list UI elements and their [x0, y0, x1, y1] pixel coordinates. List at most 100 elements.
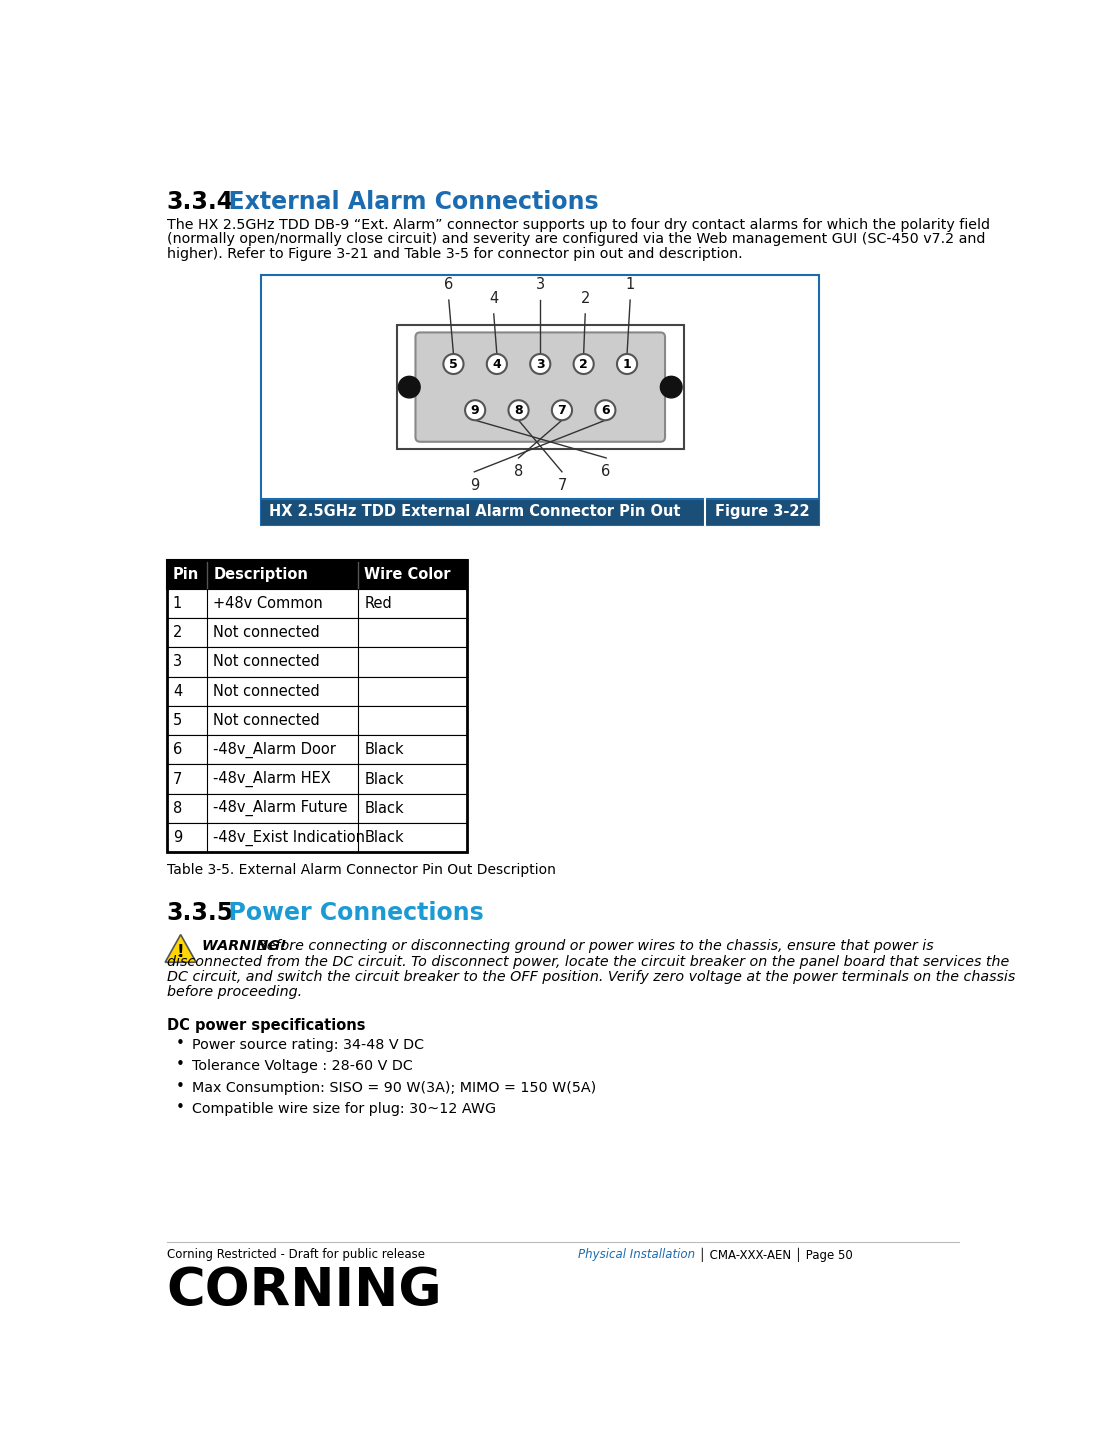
Bar [167, 823, 467, 852]
Text: Physical Installation: Physical Installation [579, 1247, 695, 1260]
Text: disconnected from the DC circuit. To disconnect power, locate the circuit breake: disconnected from the DC circuit. To dis… [167, 955, 1009, 969]
Bar [167, 647, 467, 676]
Text: 5: 5 [449, 358, 458, 371]
Text: 6: 6 [445, 277, 453, 293]
Text: 3.3.5: 3.3.5 [167, 901, 234, 926]
Text: 9: 9 [471, 404, 480, 417]
Text: 3.3.4: 3.3.4 [167, 190, 234, 213]
Text: before proceeding.: before proceeding. [167, 985, 302, 999]
Text: 4: 4 [489, 291, 498, 306]
Bar [167, 735, 467, 764]
Text: Black: Black [365, 743, 404, 757]
Text: DC circuit, and switch the circuit breaker to the OFF position. Verify zero volt: DC circuit, and switch the circuit break… [167, 970, 1015, 983]
Circle shape [466, 401, 485, 420]
Text: 6: 6 [602, 464, 610, 479]
Text: 7: 7 [558, 404, 567, 417]
Text: !: ! [177, 943, 184, 962]
Text: 7: 7 [558, 477, 567, 493]
Text: (normally open/normally close circuit) and severity are configured via the Web m: (normally open/normally close circuit) a… [167, 232, 985, 247]
Text: 1: 1 [172, 596, 182, 611]
Text: Black: Black [365, 831, 404, 845]
Text: 8: 8 [514, 464, 523, 479]
Text: Before connecting or disconnecting ground or power wires to the chassis, ensure : Before connecting or disconnecting groun… [257, 939, 933, 953]
Text: Black: Black [365, 771, 404, 786]
Text: External Alarm Connections: External Alarm Connections [212, 190, 598, 213]
Bar [167, 619, 467, 647]
Bar [167, 764, 467, 793]
Bar [167, 676, 467, 707]
Text: •: • [176, 1035, 186, 1051]
Text: 1: 1 [626, 277, 635, 293]
Polygon shape [165, 934, 197, 962]
Text: Black: Black [365, 800, 404, 816]
Circle shape [486, 353, 507, 373]
Text: -48v_Alarm Future: -48v_Alarm Future [213, 800, 348, 816]
Text: Red: Red [365, 596, 392, 611]
Text: Wire Color: Wire Color [365, 567, 451, 581]
Bar [261, 275, 819, 525]
Text: 7: 7 [172, 771, 182, 786]
Text: Not connected: Not connected [213, 626, 320, 640]
Text: Not connected: Not connected [213, 655, 320, 669]
Text: higher). Refer to Figure 3-21 and Table 3-5 for connector pin out and descriptio: higher). Refer to Figure 3-21 and Table … [167, 247, 742, 261]
Text: 9: 9 [470, 477, 479, 493]
Text: -48v_Exist Indication: -48v_Exist Indication [213, 829, 366, 845]
Text: WARNING!: WARNING! [202, 939, 292, 953]
Circle shape [552, 401, 572, 420]
Text: +48v Common: +48v Common [213, 596, 323, 611]
Text: Power source rating: 34-48 V DC: Power source rating: 34-48 V DC [191, 1038, 424, 1051]
Text: 2: 2 [580, 358, 589, 371]
Text: HX 2.5GHz TDD External Alarm Connector Pin Out: HX 2.5GHz TDD External Alarm Connector P… [269, 505, 681, 519]
Text: Not connected: Not connected [213, 712, 320, 728]
Circle shape [617, 353, 637, 373]
Text: Pin: Pin [172, 567, 199, 581]
Text: 3: 3 [536, 358, 545, 371]
Text: •: • [176, 1100, 186, 1115]
Text: Description: Description [213, 567, 309, 581]
Bar [261, 499, 819, 525]
Text: Corning Restricted - Draft for public release: Corning Restricted - Draft for public re… [167, 1247, 425, 1260]
Text: •: • [176, 1057, 186, 1073]
Text: Power Connections: Power Connections [212, 901, 483, 926]
Bar [167, 707, 467, 735]
Text: Max Consumption: SISO = 90 W(3A); MIMO = 150 W(5A): Max Consumption: SISO = 90 W(3A); MIMO =… [191, 1082, 596, 1094]
Text: 5: 5 [172, 712, 182, 728]
Text: 8: 8 [172, 800, 182, 816]
Circle shape [444, 353, 463, 373]
Text: Not connected: Not connected [213, 684, 320, 699]
Text: 9: 9 [172, 831, 182, 845]
Bar [167, 793, 467, 823]
Circle shape [573, 353, 594, 373]
Text: -48v_Alarm Door: -48v_Alarm Door [213, 741, 336, 758]
Text: -48v_Alarm HEX: -48v_Alarm HEX [213, 771, 330, 787]
Circle shape [508, 401, 528, 420]
Circle shape [660, 376, 682, 398]
Text: Compatible wire size for plug: 30~12 AWG: Compatible wire size for plug: 30~12 AWG [191, 1103, 495, 1116]
Bar [167, 559, 467, 852]
Text: 8: 8 [514, 404, 523, 417]
Text: 4: 4 [493, 358, 501, 371]
Text: │ CMA-XXX-AEN │ Page 50: │ CMA-XXX-AEN │ Page 50 [695, 1247, 853, 1262]
Text: Tolerance Voltage : 28-60 V DC: Tolerance Voltage : 28-60 V DC [191, 1060, 412, 1073]
Text: 1: 1 [623, 358, 631, 371]
Text: 3: 3 [536, 277, 545, 293]
Text: 6: 6 [601, 404, 609, 417]
FancyBboxPatch shape [415, 333, 665, 441]
Text: 3: 3 [172, 655, 182, 669]
Text: •: • [176, 1079, 186, 1094]
Text: DC power specifications: DC power specifications [167, 1018, 366, 1032]
Text: The HX 2.5GHz TDD DB-9 “Ext. Alarm” connector supports up to four dry contact al: The HX 2.5GHz TDD DB-9 “Ext. Alarm” conn… [167, 218, 989, 232]
Text: 6: 6 [172, 743, 182, 757]
Circle shape [595, 401, 615, 420]
Text: 4: 4 [172, 684, 182, 699]
Bar [167, 559, 467, 588]
Text: Table 3-5. External Alarm Connector Pin Out Description: Table 3-5. External Alarm Connector Pin … [167, 862, 556, 877]
Circle shape [530, 353, 550, 373]
Text: Figure 3-22: Figure 3-22 [715, 505, 809, 519]
Bar [167, 588, 467, 619]
Text: 2: 2 [172, 626, 182, 640]
Text: CORNING: CORNING [167, 1265, 442, 1317]
Circle shape [399, 376, 421, 398]
Bar [396, 326, 684, 448]
Text: 2: 2 [581, 291, 590, 306]
